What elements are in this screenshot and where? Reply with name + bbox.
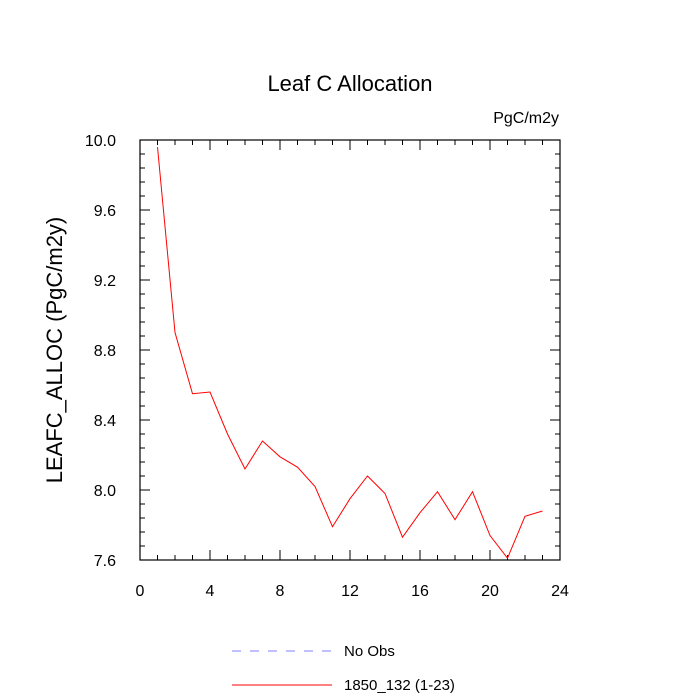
legend-label-no-obs: No Obs (344, 643, 395, 660)
y-tick-labels: 7.6 8.0 8.4 8.8 9.2 9.6 10.0 (85, 133, 116, 570)
axis-ticks (139, 139, 561, 561)
y-tick-label: 9.2 (94, 273, 116, 290)
x-tick-label: 12 (341, 583, 359, 600)
series-line-1850-132 (157, 146, 543, 560)
y-tick-label: 10.0 (85, 133, 116, 150)
x-tick-label: 24 (551, 583, 569, 600)
x-tick-label: 20 (481, 583, 499, 600)
units-label: PgC/m2y (493, 110, 559, 127)
plot-frame (139, 139, 561, 561)
legend-label-1850-132: 1850_132 (1-23) (344, 677, 455, 694)
y-tick-label: 8.8 (94, 343, 116, 360)
y-tick-label: 8.0 (94, 483, 116, 500)
y-axis-label: LEAFC_ALLOC (PgC/m2y) (42, 217, 67, 484)
y-tick-label: 8.4 (94, 413, 116, 430)
x-tick-label: 4 (206, 583, 215, 600)
legend: No Obs 1850_132 (1-23) (232, 643, 455, 694)
chart-title: Leaf C Allocation (267, 71, 432, 96)
y-tick-label: 7.6 (94, 553, 116, 570)
x-tick-labels: 0 4 8 12 16 20 24 (136, 583, 569, 600)
x-tick-label: 16 (411, 583, 429, 600)
y-tick-label: 9.6 (94, 203, 116, 220)
x-tick-label: 8 (276, 583, 285, 600)
series-lines (157, 146, 543, 560)
x-tick-label: 0 (136, 583, 145, 600)
